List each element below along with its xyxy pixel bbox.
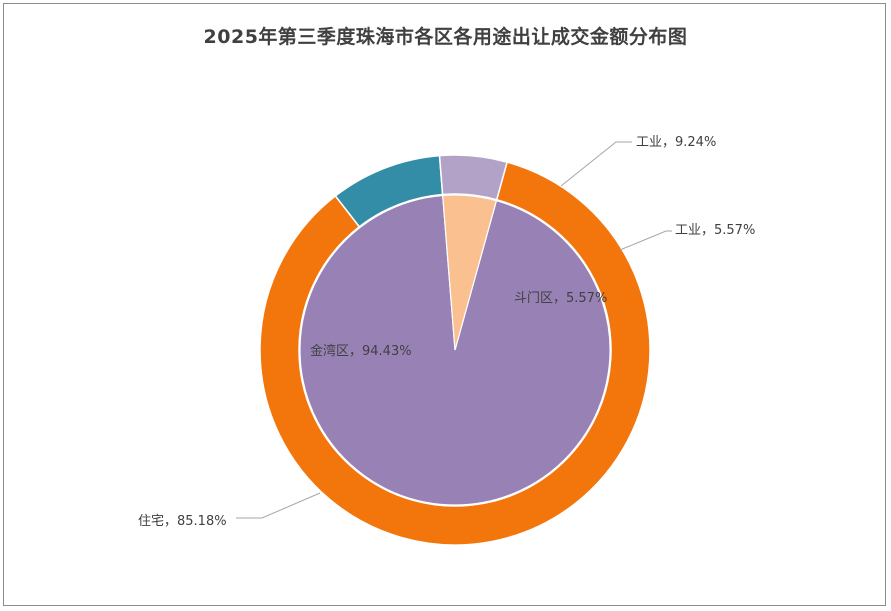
leader-lines: [236, 141, 672, 519]
outer-data-label-2: 工业，5.57%: [675, 223, 755, 238]
inner-pie: [299, 194, 611, 506]
outer-ring-slice-0: [259, 161, 651, 546]
outer-ring: [259, 154, 651, 546]
leader-line-1: [560, 141, 632, 187]
inner-pie-slice-0: [299, 194, 611, 506]
inner-pie-slice-1: [442, 194, 498, 351]
outer-data-label-0: 住宅，85.18%: [138, 514, 227, 529]
outer-data-label-1: 工业，9.24%: [636, 135, 716, 150]
data-labels: 金湾区，94.43% 斗门区，5.57% 住宅，85.18% 工业，9.24% 工业，5…: [138, 135, 755, 529]
leader-line-2: [619, 230, 672, 251]
inner-data-label-1: 斗门区，5.57%: [514, 291, 607, 306]
chart-title: 2025年第三季度珠海市各区各用途出让成交金额分布图: [203, 26, 688, 48]
leader-line-0: [236, 492, 321, 519]
outer-ring-slice-2: [438, 154, 509, 201]
inner-data-label-0: 金湾区，94.43%: [310, 343, 412, 359]
